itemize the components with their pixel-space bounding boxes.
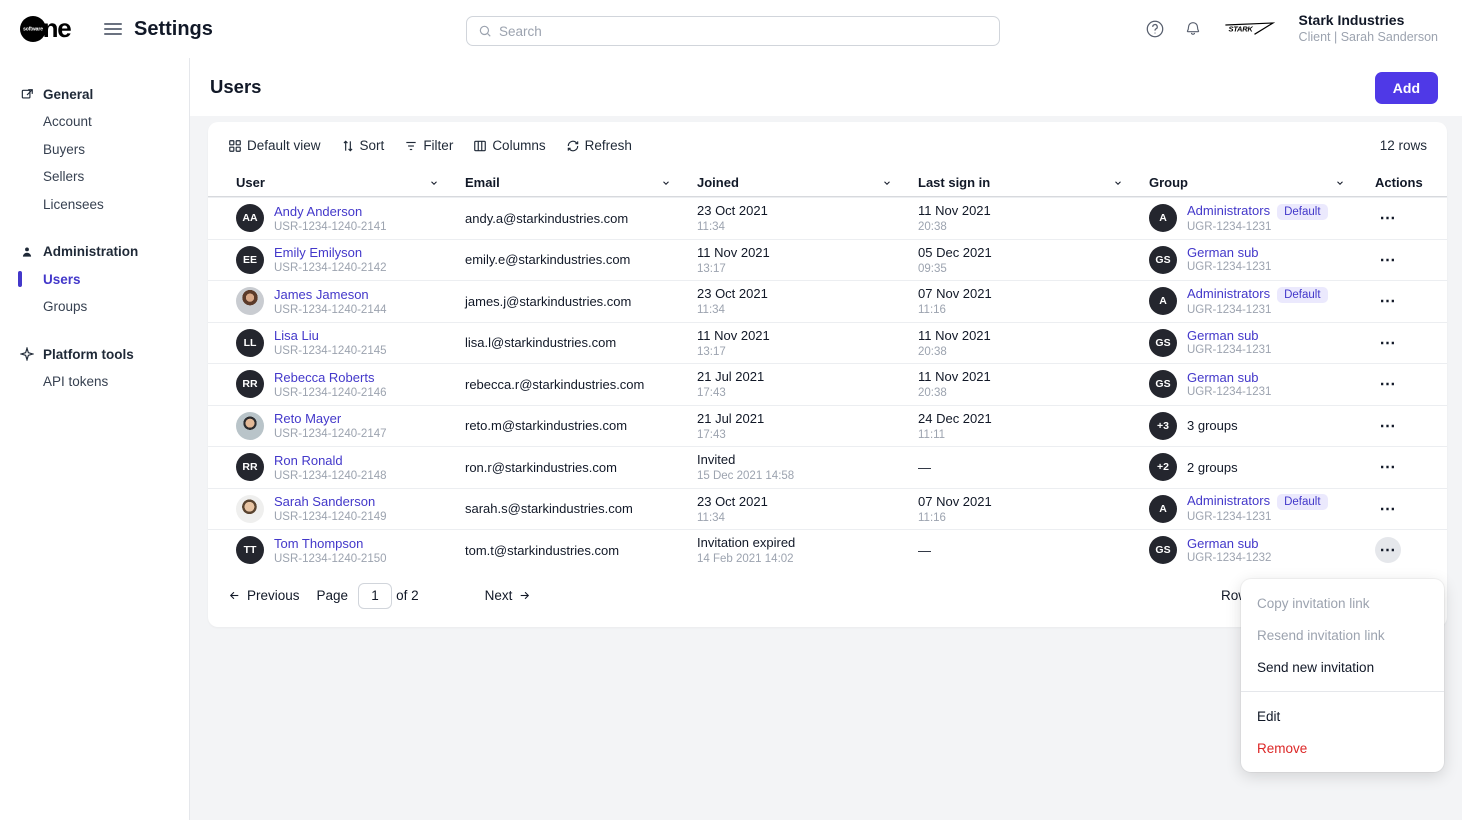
svg-text:STARK: STARK	[1228, 25, 1253, 34]
svg-text:software: software	[23, 27, 43, 33]
svg-text:ne: ne	[43, 16, 72, 42]
